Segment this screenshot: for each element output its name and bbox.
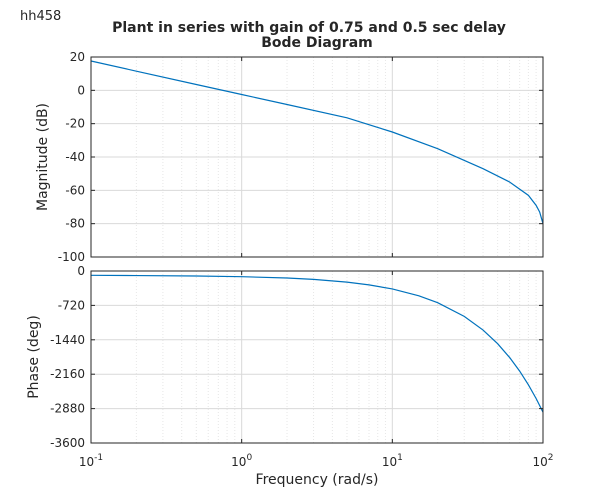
x-tick-exponent: 0: [246, 453, 252, 463]
magnitude-y-tick-label: -60: [65, 183, 85, 197]
frequency-x-tick-label: 101: [382, 453, 403, 469]
phase-y-tick-label: -720: [58, 298, 85, 312]
phase-axis-label: Phase (deg): [26, 315, 42, 399]
corner-label: hh458: [20, 9, 61, 24]
magnitude-y-tick-label: -100: [58, 250, 85, 264]
x-tick-exponent: 1: [397, 453, 403, 463]
magnitude-panel: 20 0 -20 -40 -60 -80 -100 Magnitude (dB): [35, 50, 543, 264]
magnitude-axis-label: Magnitude (dB): [35, 103, 51, 211]
chart-title: Plant in series with gain of 0.75 and 0.…: [112, 20, 506, 36]
x-tick-base: 10: [382, 455, 397, 469]
phase-y-tick-label: -3600: [50, 436, 85, 450]
frequency-x-ticks: 10-1 100 101 102: [79, 453, 554, 469]
magnitude-y-tick-label: 20: [70, 50, 85, 64]
magnitude-y-tick-label: 0: [77, 83, 85, 97]
x-tick-base: 10: [231, 455, 246, 469]
frequency-x-tick-label: 102: [532, 453, 553, 469]
chart-subtitle: Bode Diagram: [261, 35, 373, 51]
phase-panel: 0-720-1440-2160-2880-3600 10-1 100 101 102 …: [26, 264, 554, 488]
magnitude-y-tick-label: -40: [65, 150, 85, 164]
phase-y-tick-label: 0: [77, 264, 85, 278]
phase-plot-area: [91, 271, 543, 443]
frequency-x-tick-label: 10-1: [79, 453, 103, 469]
frequency-x-tick-label: 100: [231, 453, 252, 469]
x-tick-base: 10: [532, 455, 547, 469]
x-tick-base: 10: [79, 455, 94, 469]
phase-y-tick-label: -2160: [50, 367, 85, 381]
magnitude-y-tick-label: -20: [65, 117, 85, 131]
x-tick-exponent: -1: [94, 453, 103, 463]
phase-y-tick-label: -2880: [50, 402, 85, 416]
x-tick-exponent: 2: [548, 453, 554, 463]
phase-y-tick-label: -1440: [50, 333, 85, 347]
frequency-axis-label: Frequency (rad/s): [256, 472, 379, 488]
magnitude-y-tick-label: -80: [65, 217, 85, 231]
